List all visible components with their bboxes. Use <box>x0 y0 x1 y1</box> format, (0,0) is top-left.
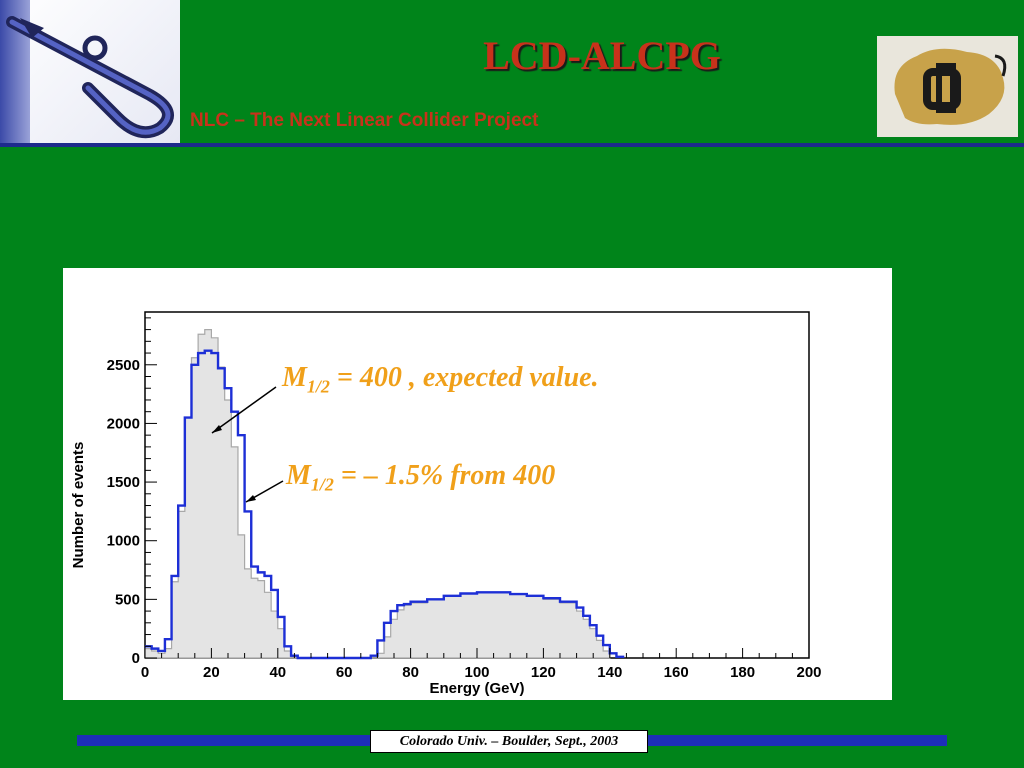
annotation-expected-value: M1/2 = 400 , expected value. <box>282 362 599 398</box>
annotation-expected-symbol: M <box>282 362 307 393</box>
y-tick-label: 500 <box>115 591 140 608</box>
x-tick-label: 40 <box>269 664 286 681</box>
series-layer <box>144 328 625 660</box>
page-title: LCD-ALCPG <box>483 33 721 78</box>
x-tick-label: 180 <box>730 664 755 681</box>
x-tick-label: 160 <box>664 664 689 681</box>
y-tick-label: 1000 <box>107 533 140 550</box>
x-tick-label: 200 <box>796 664 821 681</box>
x-tick-label: 60 <box>336 664 353 681</box>
tick-layer: 0 20 40 60 80 100 120 140 160 180 2000500100015002… <box>107 317 822 681</box>
nlc-accelerator-logo-icon <box>6 16 174 139</box>
annotation-expected-subscript: 1/2 <box>306 376 330 397</box>
annotation-shifted-text: = – 1.5% from 400 <box>333 460 556 491</box>
y-axis-label: Number of events <box>70 442 87 569</box>
chart-panel: 0 20 40 60 80 100 120 140 160 180 200 0 500 1000 1500 2… <box>63 268 892 700</box>
energy-histogram-chart: 0 20 40 60 80 100 120 140 160 180 2000500100015002… <box>70 311 822 697</box>
x-tick-label: 140 <box>597 664 622 681</box>
series-blue-histogram <box>145 349 625 660</box>
annotation-arrowhead-shifted <box>246 495 256 502</box>
y-tick-label: 2000 <box>107 415 140 432</box>
nlc-logo <box>0 0 180 144</box>
y-tick-label: 1500 <box>107 474 140 491</box>
y-tick-label: 2500 <box>107 357 140 374</box>
x-axis-label: Energy (GeV) <box>429 680 524 697</box>
cu-buffalo-logo <box>877 36 1018 137</box>
header-divider <box>0 143 1024 147</box>
footer-credit: Colorado Univ. – Boulder, Sept., 2003 <box>370 730 648 753</box>
annotation-shifted-symbol: M <box>286 460 311 491</box>
annotation-expected-text: = 400 , expected value. <box>329 362 599 393</box>
x-tick-label: 80 <box>402 664 419 681</box>
annotation-arrow-expected <box>211 386 277 434</box>
y-tick-label: 0 <box>132 650 140 667</box>
annotation-shifted-value: M1/2 = – 1.5% from 400 <box>286 460 555 496</box>
x-tick-label: 20 <box>203 664 220 681</box>
annotation-shifted-subscript: 1/2 <box>310 474 334 495</box>
page-subtitle: NLC – The Next Linear Collider Project <box>190 110 539 131</box>
annotation-arrowhead-expected <box>212 425 222 433</box>
x-tick-label: 120 <box>531 664 556 681</box>
x-tick-label: 100 <box>464 664 489 681</box>
cu-buffalo-logo-icon <box>894 48 1007 125</box>
x-tick-label: 0 <box>141 664 149 681</box>
